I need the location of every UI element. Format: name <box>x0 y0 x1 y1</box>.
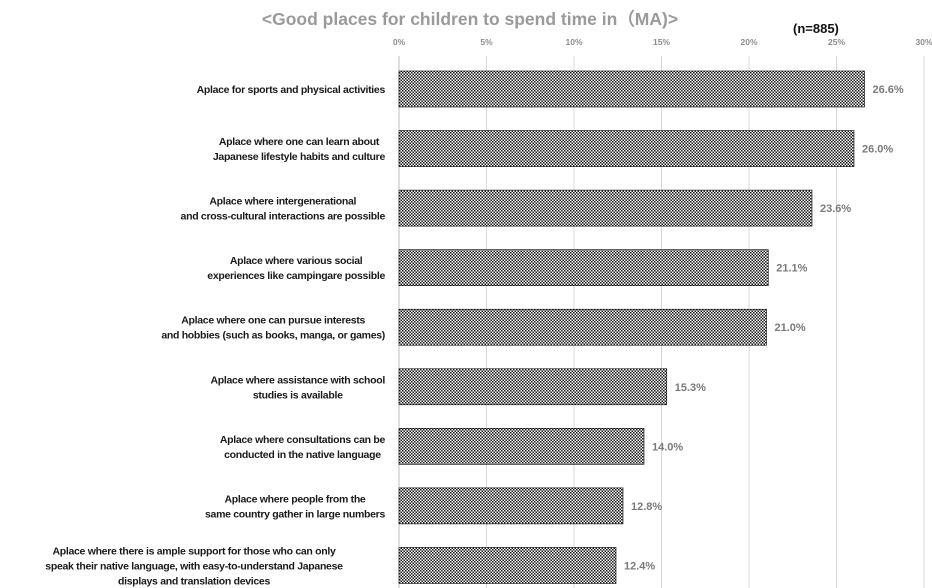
category-label: same country gather in large numbers <box>205 508 385 520</box>
bar <box>398 308 767 346</box>
data-label: 21.1% <box>776 263 807 275</box>
category-label: conducted in the native language <box>224 449 381 461</box>
category-label: Aplace for sports and physical activitie… <box>197 84 386 96</box>
category-label: Japanese lifestyle habits and culture <box>213 151 386 163</box>
category-label: speak their native language, with easy-t… <box>45 560 343 572</box>
x-tick-label: 5% <box>480 37 493 47</box>
category-label: Aplace where one can pursue interests <box>181 315 365 327</box>
bar <box>398 547 617 584</box>
bars: 26.6% 26.0% 23.6% 21.1% 21.0% 15.3% 14.0% 12.8%… <box>398 70 904 584</box>
category-label: Aplace where one can learn about <box>219 136 380 148</box>
bar <box>398 368 668 406</box>
x-tick-label: 15% <box>653 37 670 47</box>
data-label: 14.0% <box>652 441 683 453</box>
category-label: Aplace where various social <box>230 255 363 267</box>
bar <box>398 487 624 525</box>
chart-title: <Good places for children to spend time … <box>262 9 678 29</box>
bar <box>398 249 769 286</box>
bar <box>398 428 645 465</box>
category-label: studies is available <box>253 389 343 401</box>
data-label: 26.0% <box>862 144 893 156</box>
bar <box>398 70 865 108</box>
bar <box>398 189 813 227</box>
category-label: Aplace where there is ample support for … <box>52 545 336 557</box>
category-label: experiences like campingare possible <box>207 270 385 282</box>
category-label: Aplace where intergenerational <box>209 196 356 208</box>
category-label: Aplace where assistance with school <box>211 374 386 386</box>
x-tick-label: 10% <box>565 37 582 47</box>
x-axis-ticks: 0% 5% 10% 15% 20% 25% 30% <box>393 37 932 47</box>
x-tick-label: 0% <box>393 37 406 47</box>
data-label: 15.3% <box>675 382 706 394</box>
category-label: and hobbies (such as books, manga, or ga… <box>161 330 385 342</box>
category-labels: Aplace for sports and physical activitie… <box>45 84 385 587</box>
data-label: 12.8% <box>631 501 662 513</box>
category-label: displays and translation devices <box>118 575 271 587</box>
category-label: Aplace where consultations can be <box>220 434 386 446</box>
x-tick-label: 25% <box>828 37 845 47</box>
data-label: 21.0% <box>775 322 806 334</box>
sample-size-note: (n=885) <box>793 21 839 36</box>
bar <box>398 130 855 167</box>
x-tick-label: 20% <box>740 37 757 47</box>
data-label: 12.4% <box>624 560 655 572</box>
category-label: and cross-cultural interactions are poss… <box>181 211 386 223</box>
category-label: Aplace where people from the <box>225 493 366 505</box>
data-label: 23.6% <box>820 203 851 215</box>
x-tick-label: 30% <box>915 37 932 47</box>
data-label: 26.6% <box>873 84 904 96</box>
